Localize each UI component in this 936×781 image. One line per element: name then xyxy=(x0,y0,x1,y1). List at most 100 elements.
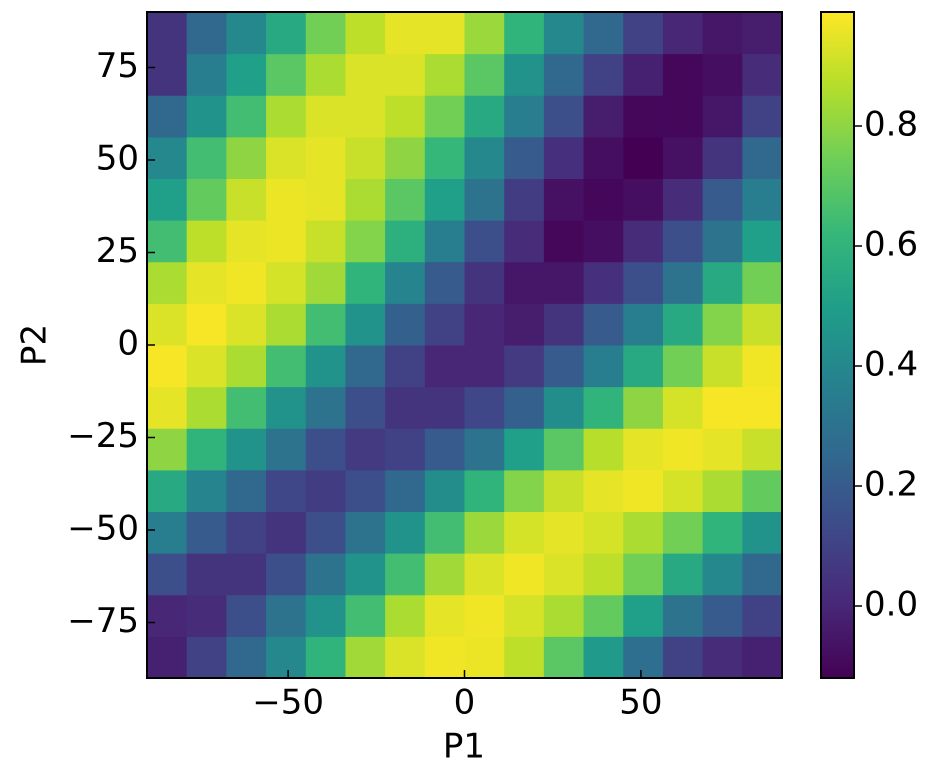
heatmap-cell xyxy=(424,178,465,221)
heatmap-cell xyxy=(543,553,585,596)
heatmap-cell xyxy=(147,386,188,429)
heatmap-cell xyxy=(226,53,267,96)
heatmap-cell xyxy=(543,178,585,221)
heatmap-cell xyxy=(385,136,426,179)
heatmap-cell xyxy=(305,95,346,138)
heatmap-cell xyxy=(662,469,704,512)
y-tick-label: 75 xyxy=(96,46,139,86)
heatmap-cell xyxy=(702,53,743,96)
heatmap-cell xyxy=(266,636,307,679)
heatmap-cell xyxy=(147,95,188,138)
heatmap-cell xyxy=(464,386,505,429)
heatmap-cell xyxy=(702,261,743,304)
heatmap-cell xyxy=(424,12,465,55)
colorbar-tick-label: 0.2 xyxy=(864,465,918,505)
heatmap-cell xyxy=(226,511,267,554)
heatmap-cell xyxy=(464,553,505,596)
heatmap-cell xyxy=(543,53,585,96)
heatmap-cell xyxy=(266,345,307,388)
colorbar-tick-label: 0.8 xyxy=(864,105,918,145)
heatmap-cell xyxy=(424,428,465,471)
heatmap-cell xyxy=(662,303,704,346)
heatmap-cell xyxy=(186,12,227,55)
heatmap-cell xyxy=(266,469,307,512)
heatmap-cell xyxy=(226,261,267,304)
heatmap-cell xyxy=(305,594,346,637)
heatmap-cell xyxy=(742,386,783,429)
heatmap-cell xyxy=(543,261,585,304)
heatmap-cell xyxy=(583,428,624,471)
heatmap-cell xyxy=(543,594,585,637)
heatmap-cell xyxy=(543,220,585,263)
heatmap-cell xyxy=(504,303,545,346)
heatmap-cell xyxy=(385,178,426,221)
heatmap-cell xyxy=(702,136,743,179)
heatmap-cell xyxy=(345,594,386,637)
heatmap-cell xyxy=(385,636,426,679)
heatmap-cell xyxy=(583,345,624,388)
heatmap-cell xyxy=(583,136,624,179)
heatmap-cell xyxy=(385,553,426,596)
heatmap-cell xyxy=(662,345,704,388)
heatmap-cell xyxy=(305,386,346,429)
heatmap-cell xyxy=(424,136,465,179)
heatmap xyxy=(147,12,783,679)
heatmap-cell xyxy=(623,261,664,304)
heatmap-cell xyxy=(702,553,743,596)
heatmap-cell xyxy=(266,303,307,346)
heatmap-cell xyxy=(583,594,624,637)
heatmap-cell xyxy=(345,345,386,388)
heatmap-cell xyxy=(424,261,465,304)
heatmap-cell xyxy=(504,553,545,596)
heatmap-cell xyxy=(583,178,624,221)
heatmap-cell xyxy=(385,594,426,637)
heatmap-cell xyxy=(385,12,426,55)
heatmap-cell xyxy=(186,345,227,388)
heatmap-cell xyxy=(702,178,743,221)
heatmap-cell xyxy=(345,469,386,512)
heatmap-cell xyxy=(385,261,426,304)
heatmap-cell xyxy=(186,553,227,596)
heatmap-cell xyxy=(305,261,346,304)
heatmap-cell xyxy=(623,511,664,554)
colorbar-tick-label: 0.0 xyxy=(864,585,918,625)
heatmap-cell xyxy=(543,303,585,346)
y-tick-label: −75 xyxy=(67,601,139,641)
heatmap-cell xyxy=(266,53,307,96)
heatmap-cell xyxy=(147,345,188,388)
heatmap-cell xyxy=(583,636,624,679)
heatmap-cell xyxy=(186,178,227,221)
heatmap-cell xyxy=(702,636,743,679)
heatmap-cell xyxy=(662,95,704,138)
heatmap-cell xyxy=(464,136,505,179)
heatmap-cell xyxy=(543,469,585,512)
heatmap-cell xyxy=(742,261,783,304)
heatmap-cell xyxy=(186,636,227,679)
heatmap-cell xyxy=(305,178,346,221)
heatmap-cell xyxy=(702,12,743,55)
heatmap-cell xyxy=(147,303,188,346)
heatmap-cell xyxy=(345,511,386,554)
heatmap-cell xyxy=(147,594,188,637)
colorbar-tick-label: 0.4 xyxy=(864,345,918,385)
heatmap-cell xyxy=(543,636,585,679)
heatmap-cell xyxy=(464,469,505,512)
heatmap-cell xyxy=(305,511,346,554)
heatmap-cell xyxy=(702,95,743,138)
heatmap-cell xyxy=(623,220,664,263)
heatmap-cell xyxy=(464,178,505,221)
heatmap-cell xyxy=(305,636,346,679)
heatmap-cell xyxy=(742,636,783,679)
heatmap-cell xyxy=(583,303,624,346)
heatmap-cell xyxy=(226,594,267,637)
heatmap-cell xyxy=(583,553,624,596)
heatmap-cell xyxy=(662,553,704,596)
heatmap-cell xyxy=(623,428,664,471)
heatmap-cell xyxy=(543,345,585,388)
heatmap-cell xyxy=(147,12,188,55)
heatmap-cell xyxy=(464,220,505,263)
y-tick-label: 0 xyxy=(117,324,139,364)
heatmap-cell xyxy=(186,428,227,471)
heatmap-cell xyxy=(266,12,307,55)
